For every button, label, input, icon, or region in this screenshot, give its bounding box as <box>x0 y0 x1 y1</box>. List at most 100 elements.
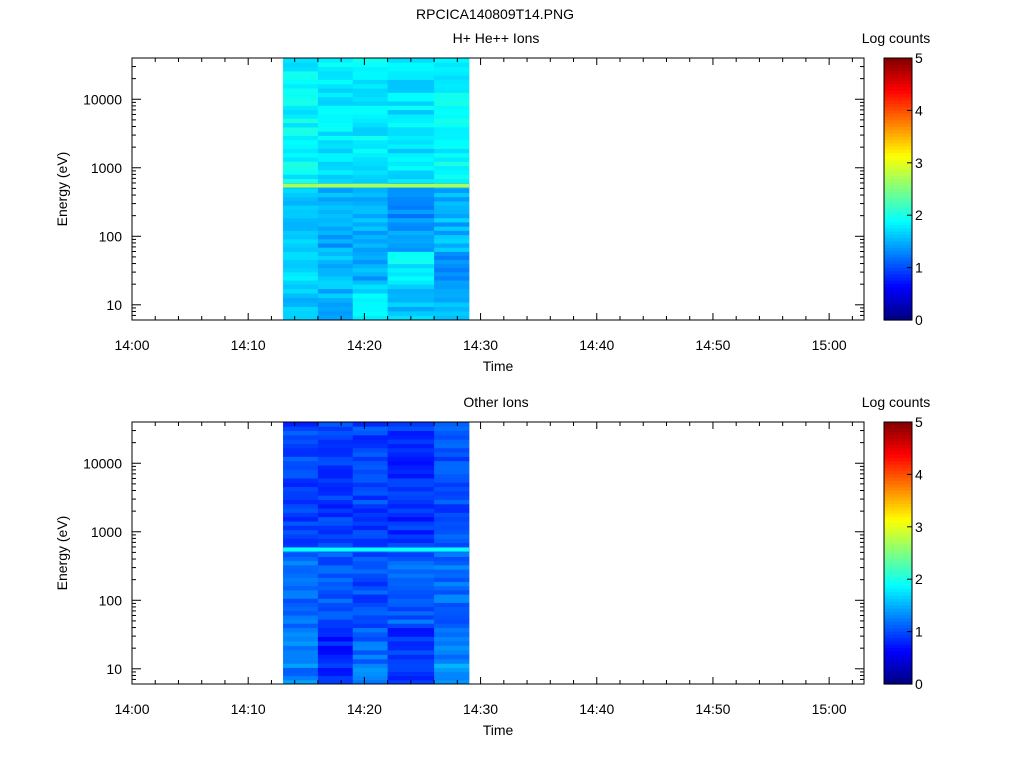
heatmap-cell <box>283 671 319 677</box>
heatmap-cell <box>387 247 435 252</box>
heatmap-cell <box>387 205 435 210</box>
heatmap-cell <box>434 209 470 215</box>
heatmap-cell <box>434 267 470 273</box>
colorbar-segment <box>884 277 912 282</box>
heatmap-cell <box>434 512 470 518</box>
heatmap-cell <box>387 293 435 299</box>
heatmap-cell <box>352 188 389 193</box>
heatmap-cell <box>352 460 389 466</box>
colorbar-segment <box>884 451 912 456</box>
heatmap-cell <box>434 645 470 651</box>
heatmap-cell <box>283 460 319 466</box>
heatmap-cell <box>387 478 435 483</box>
heatmap-cell <box>317 426 354 432</box>
colorbar-segment <box>884 503 912 508</box>
colorbar-segment <box>884 605 912 610</box>
heatmap-cell <box>434 602 470 608</box>
heatmap-cell <box>317 126 354 132</box>
colorbar-segment <box>884 251 912 256</box>
colorbar-segment <box>884 244 912 249</box>
heatmap-cell <box>352 486 389 492</box>
heatmap-cell <box>317 152 354 158</box>
heatmap-cell <box>317 213 354 219</box>
heatmap-cell <box>352 632 389 637</box>
heatmap-cell <box>387 126 435 132</box>
heatmap-cell <box>317 508 354 513</box>
heatmap-cell <box>387 170 435 175</box>
heatmap-cell <box>283 230 319 236</box>
heatmap-cell <box>352 640 389 646</box>
heatmap-cell <box>352 569 389 574</box>
x-axis: 14:00 14:10 14:20 14:30 14:40 14:50 15:00 Time <box>114 58 853 374</box>
heatmap-cell <box>317 188 354 193</box>
heatmap-cell <box>387 482 435 488</box>
heatmap-cell <box>387 165 435 171</box>
heatmap-cell <box>352 495 389 500</box>
heatmap-cell <box>434 201 470 206</box>
colorbar-segment <box>884 589 912 593</box>
heatmap-cell <box>387 469 435 475</box>
colorbar-segment <box>884 306 912 311</box>
heatmap-cell <box>387 259 435 265</box>
colorbar-segment <box>884 536 912 541</box>
colorbar-segment <box>884 553 912 557</box>
heatmap-cell <box>352 556 389 562</box>
heatmap-cell <box>283 573 319 578</box>
y-tick-label: 100 <box>99 592 123 608</box>
colorbar-segment <box>884 595 912 600</box>
heatmap-cell <box>387 623 435 628</box>
colorbar-segment <box>884 647 912 652</box>
heatmap-cell <box>387 83 435 89</box>
heatmap-cell <box>387 109 435 115</box>
heatmap-cell <box>387 577 435 583</box>
heatmap-cell <box>283 560 319 566</box>
heatmap-cell <box>387 234 435 240</box>
colorbar-segment <box>884 464 912 469</box>
heatmap-cell <box>434 259 470 265</box>
x-tick-label: 14:00 <box>114 701 149 717</box>
heatmap-cell <box>387 263 435 269</box>
heatmap-cell <box>387 430 435 436</box>
heatmap-cell <box>387 499 435 505</box>
colorbar-segment <box>884 674 912 679</box>
heatmap-cell <box>283 456 319 462</box>
heatmap-cell <box>434 556 470 562</box>
heatmap-cell <box>317 460 354 466</box>
heatmap-cell <box>387 443 435 449</box>
heatmap-cell <box>317 469 354 475</box>
heatmap-cell <box>283 542 319 548</box>
colorbar-segment <box>884 113 912 118</box>
heatmap-cell <box>434 460 470 466</box>
heatmap-cell <box>434 508 470 513</box>
heatmap-cell <box>352 259 389 265</box>
heatmap-cell <box>434 306 470 312</box>
colorbar-segment <box>884 556 912 561</box>
colorbar-segment <box>884 494 912 498</box>
heatmap-cell <box>434 649 470 655</box>
heatmap-cell <box>387 671 435 677</box>
y-axis-label: Energy (eV) <box>54 516 70 591</box>
heatmap-cell <box>434 640 470 646</box>
heatmap-cell <box>352 512 389 518</box>
heatmap-cell <box>283 649 319 655</box>
heatmap-cell <box>283 267 319 273</box>
heatmap-cell <box>283 83 319 89</box>
colorbar-segment <box>884 293 912 298</box>
heatmap-cell <box>352 560 389 566</box>
heatmap-cell <box>317 573 354 578</box>
heatmap-cell <box>352 230 389 236</box>
colorbar-segment <box>884 172 912 177</box>
heatmap-cell <box>387 201 435 206</box>
heatmap-cell <box>387 602 435 608</box>
colorbar-segment <box>884 585 912 590</box>
heatmap-cell <box>387 521 435 526</box>
heatmap-cell <box>283 443 319 449</box>
heatmap-cell <box>283 675 319 681</box>
heatmap-cell <box>352 192 389 198</box>
heatmap-cell <box>352 542 389 548</box>
heatmap-cell <box>352 658 389 664</box>
heatmap-cell <box>317 430 354 436</box>
heatmap-cell <box>283 658 319 664</box>
heatmap-cell <box>283 139 319 145</box>
heatmap-cell <box>434 297 470 303</box>
